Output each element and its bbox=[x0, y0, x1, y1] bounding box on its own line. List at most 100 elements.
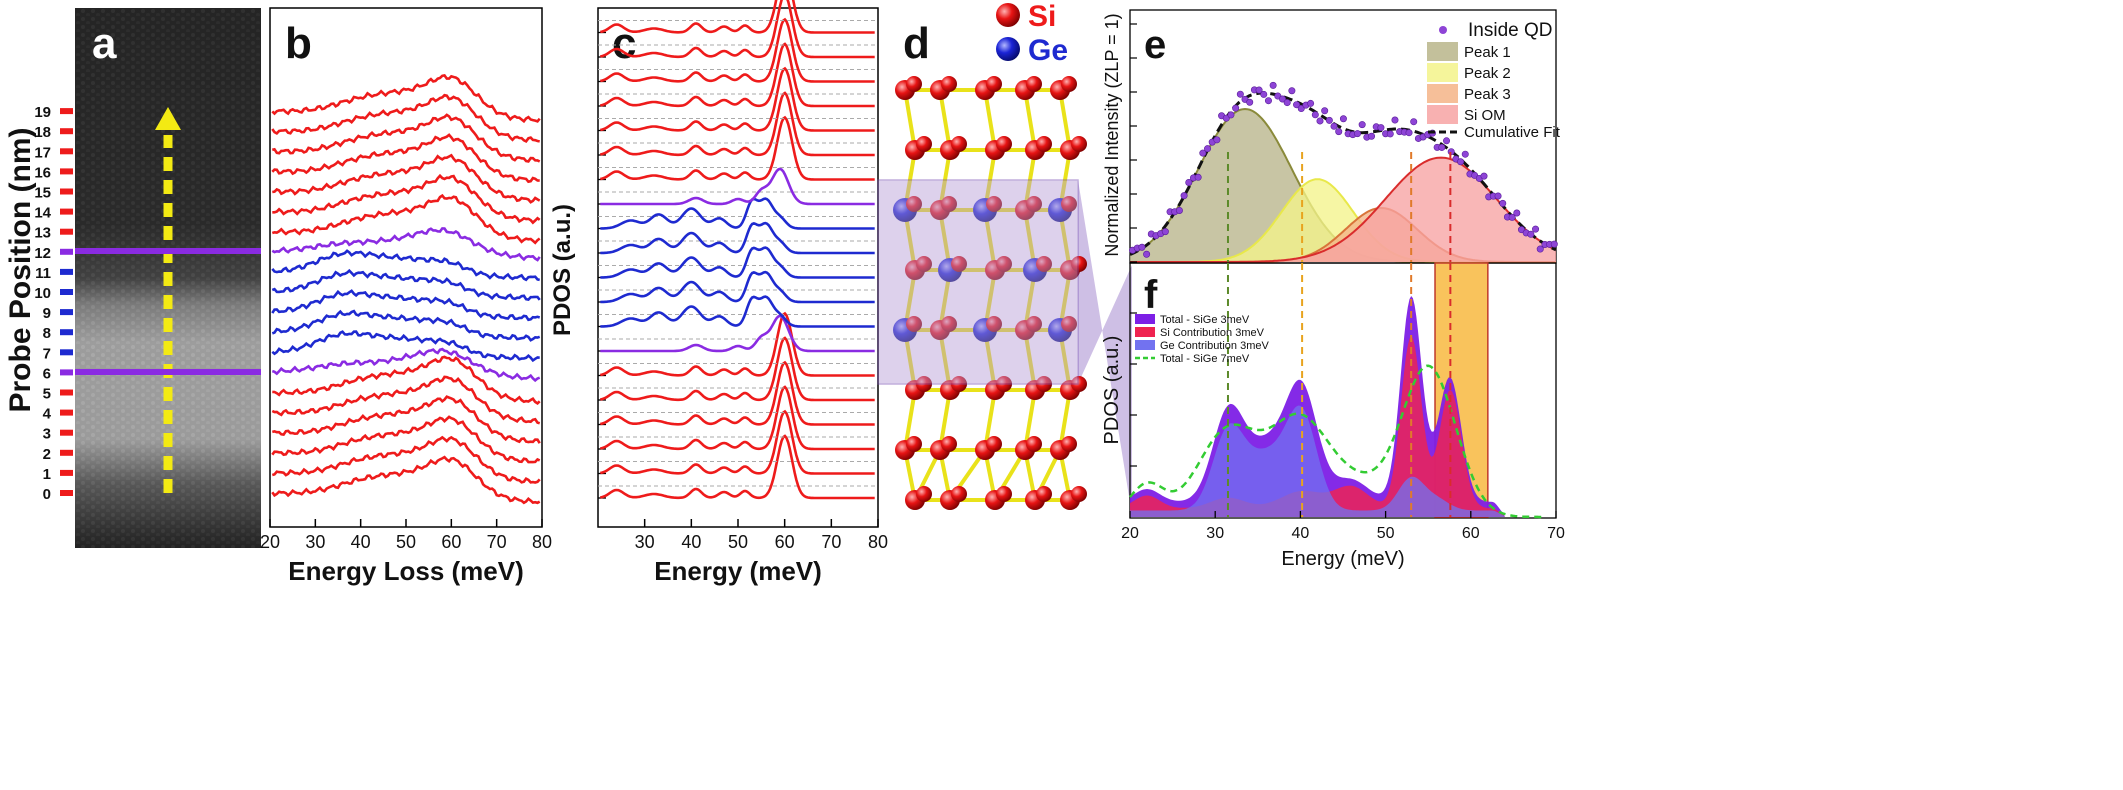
position-label-17: 17 bbox=[34, 144, 51, 161]
spectrum-b-9 bbox=[271, 289, 541, 322]
panel-c: PDOS (a.u.) c 30 40 50 60 70 80 Energy (meV) bbox=[549, 0, 888, 586]
si-atom bbox=[1071, 486, 1087, 502]
data-point bbox=[1316, 117, 1324, 125]
panel-label-f: f bbox=[1144, 273, 1158, 317]
position-tick-9 bbox=[60, 309, 73, 316]
tick-label-f-30: 30 bbox=[1206, 525, 1224, 542]
spectrum-c-16 bbox=[600, 42, 875, 108]
data-point bbox=[1288, 87, 1296, 95]
position-label-8: 8 bbox=[43, 325, 51, 342]
position-tick-18 bbox=[60, 128, 73, 135]
position-tick-11 bbox=[60, 268, 73, 275]
data-point bbox=[1213, 136, 1221, 144]
si-atom bbox=[916, 136, 932, 152]
data-point bbox=[1527, 230, 1535, 238]
si-atom bbox=[1061, 76, 1077, 92]
data-point bbox=[1143, 250, 1151, 258]
panel-d: d Si Ge bbox=[877, 0, 1132, 515]
si-atom bbox=[1071, 256, 1087, 272]
tick-label-f-50: 50 bbox=[1377, 525, 1395, 542]
spectrum-b-19 bbox=[271, 73, 541, 124]
x-ticks-c: 30 40 50 60 70 80 bbox=[635, 519, 888, 552]
legend-ge-label: Ge bbox=[1028, 34, 1068, 67]
spectrum-b-15 bbox=[272, 153, 541, 204]
legend-si-label: Si bbox=[1028, 0, 1056, 33]
spectrum-b-10 bbox=[271, 268, 541, 301]
position-label-19: 19 bbox=[34, 104, 51, 121]
legend-ge-ball bbox=[996, 37, 1020, 61]
pdos-area-plot bbox=[1129, 262, 1546, 519]
legend-e-marker-0 bbox=[1439, 26, 1447, 34]
position-label-4: 4 bbox=[43, 406, 52, 423]
legend-e-swatch-3 bbox=[1427, 84, 1458, 103]
spectrum-c-7 bbox=[600, 295, 875, 328]
si-atom bbox=[986, 76, 1002, 92]
tick-label-c-80: 80 bbox=[868, 532, 888, 552]
legend-e-label-3: Peak 3 bbox=[1464, 86, 1511, 103]
crystal-structure bbox=[893, 76, 1087, 510]
legend-e-swatch-1 bbox=[1427, 42, 1458, 61]
data-point bbox=[1307, 99, 1315, 107]
data-point bbox=[1461, 150, 1469, 158]
si-atom bbox=[941, 76, 957, 92]
legend-e-label-4: Si OM bbox=[1464, 107, 1506, 124]
legend-f-label-3: Total - SiGe 7meV bbox=[1160, 353, 1250, 365]
data-point bbox=[1358, 121, 1366, 129]
si-atom bbox=[1026, 76, 1042, 92]
bond bbox=[983, 389, 997, 451]
legend-f-swatch-1 bbox=[1135, 327, 1155, 337]
si-atom bbox=[1061, 436, 1077, 452]
tick-label-c-70: 70 bbox=[821, 532, 841, 552]
data-point bbox=[1232, 104, 1240, 112]
position-label-12: 12 bbox=[34, 245, 51, 262]
data-point bbox=[1353, 130, 1361, 138]
interface-line-top bbox=[75, 248, 261, 254]
data-point bbox=[1260, 90, 1268, 98]
ylabel-a: Probe Position (nm) bbox=[4, 128, 37, 413]
data-point bbox=[1438, 143, 1446, 151]
tick-label-c-30: 30 bbox=[635, 532, 655, 552]
peak-fit-plot bbox=[1129, 23, 1558, 263]
tick-label-c-60: 60 bbox=[775, 532, 795, 552]
tick-label-f-20: 20 bbox=[1121, 525, 1139, 542]
position-label-0: 0 bbox=[43, 486, 51, 503]
position-label-16: 16 bbox=[34, 164, 51, 181]
si-atom bbox=[1036, 256, 1052, 272]
eels-spectra bbox=[271, 73, 541, 505]
si-atom bbox=[941, 196, 957, 212]
data-point bbox=[1499, 199, 1507, 207]
legend-e-swatch-2 bbox=[1427, 63, 1458, 82]
spectrum-b-3 bbox=[272, 395, 541, 444]
position-label-10: 10 bbox=[34, 285, 51, 302]
data-point bbox=[1321, 107, 1329, 115]
position-tick-0 bbox=[60, 490, 73, 496]
position-tick-10 bbox=[60, 289, 73, 295]
spectrum-c-19 bbox=[600, 0, 875, 34]
position-tick-7 bbox=[60, 349, 73, 356]
si-atom bbox=[996, 136, 1012, 152]
data-point bbox=[1199, 149, 1207, 157]
data-point bbox=[1138, 243, 1146, 251]
bond bbox=[1058, 389, 1072, 451]
peak-fill-0 bbox=[1130, 109, 1556, 262]
spectrum-b-6 bbox=[271, 347, 541, 383]
data-point bbox=[1279, 95, 1287, 103]
spectrum-c-14 bbox=[600, 91, 875, 157]
spectrum-c-3 bbox=[600, 360, 875, 426]
data-point bbox=[1508, 213, 1516, 221]
spectrum-c-12 bbox=[600, 167, 875, 206]
zoom-connector bbox=[1078, 180, 1132, 515]
si-atom bbox=[986, 316, 1002, 332]
panel-label-e: e bbox=[1144, 23, 1166, 67]
data-point bbox=[1297, 105, 1305, 113]
bond bbox=[983, 89, 997, 151]
si-atom bbox=[1026, 316, 1042, 332]
data-point bbox=[1185, 178, 1193, 186]
spectrum-b-11 bbox=[271, 249, 540, 282]
spectrum-c-15 bbox=[600, 66, 875, 132]
si-atom bbox=[941, 436, 957, 452]
si-atom bbox=[996, 256, 1012, 272]
panel-label-c: c bbox=[612, 19, 636, 68]
data-point bbox=[1405, 129, 1413, 137]
